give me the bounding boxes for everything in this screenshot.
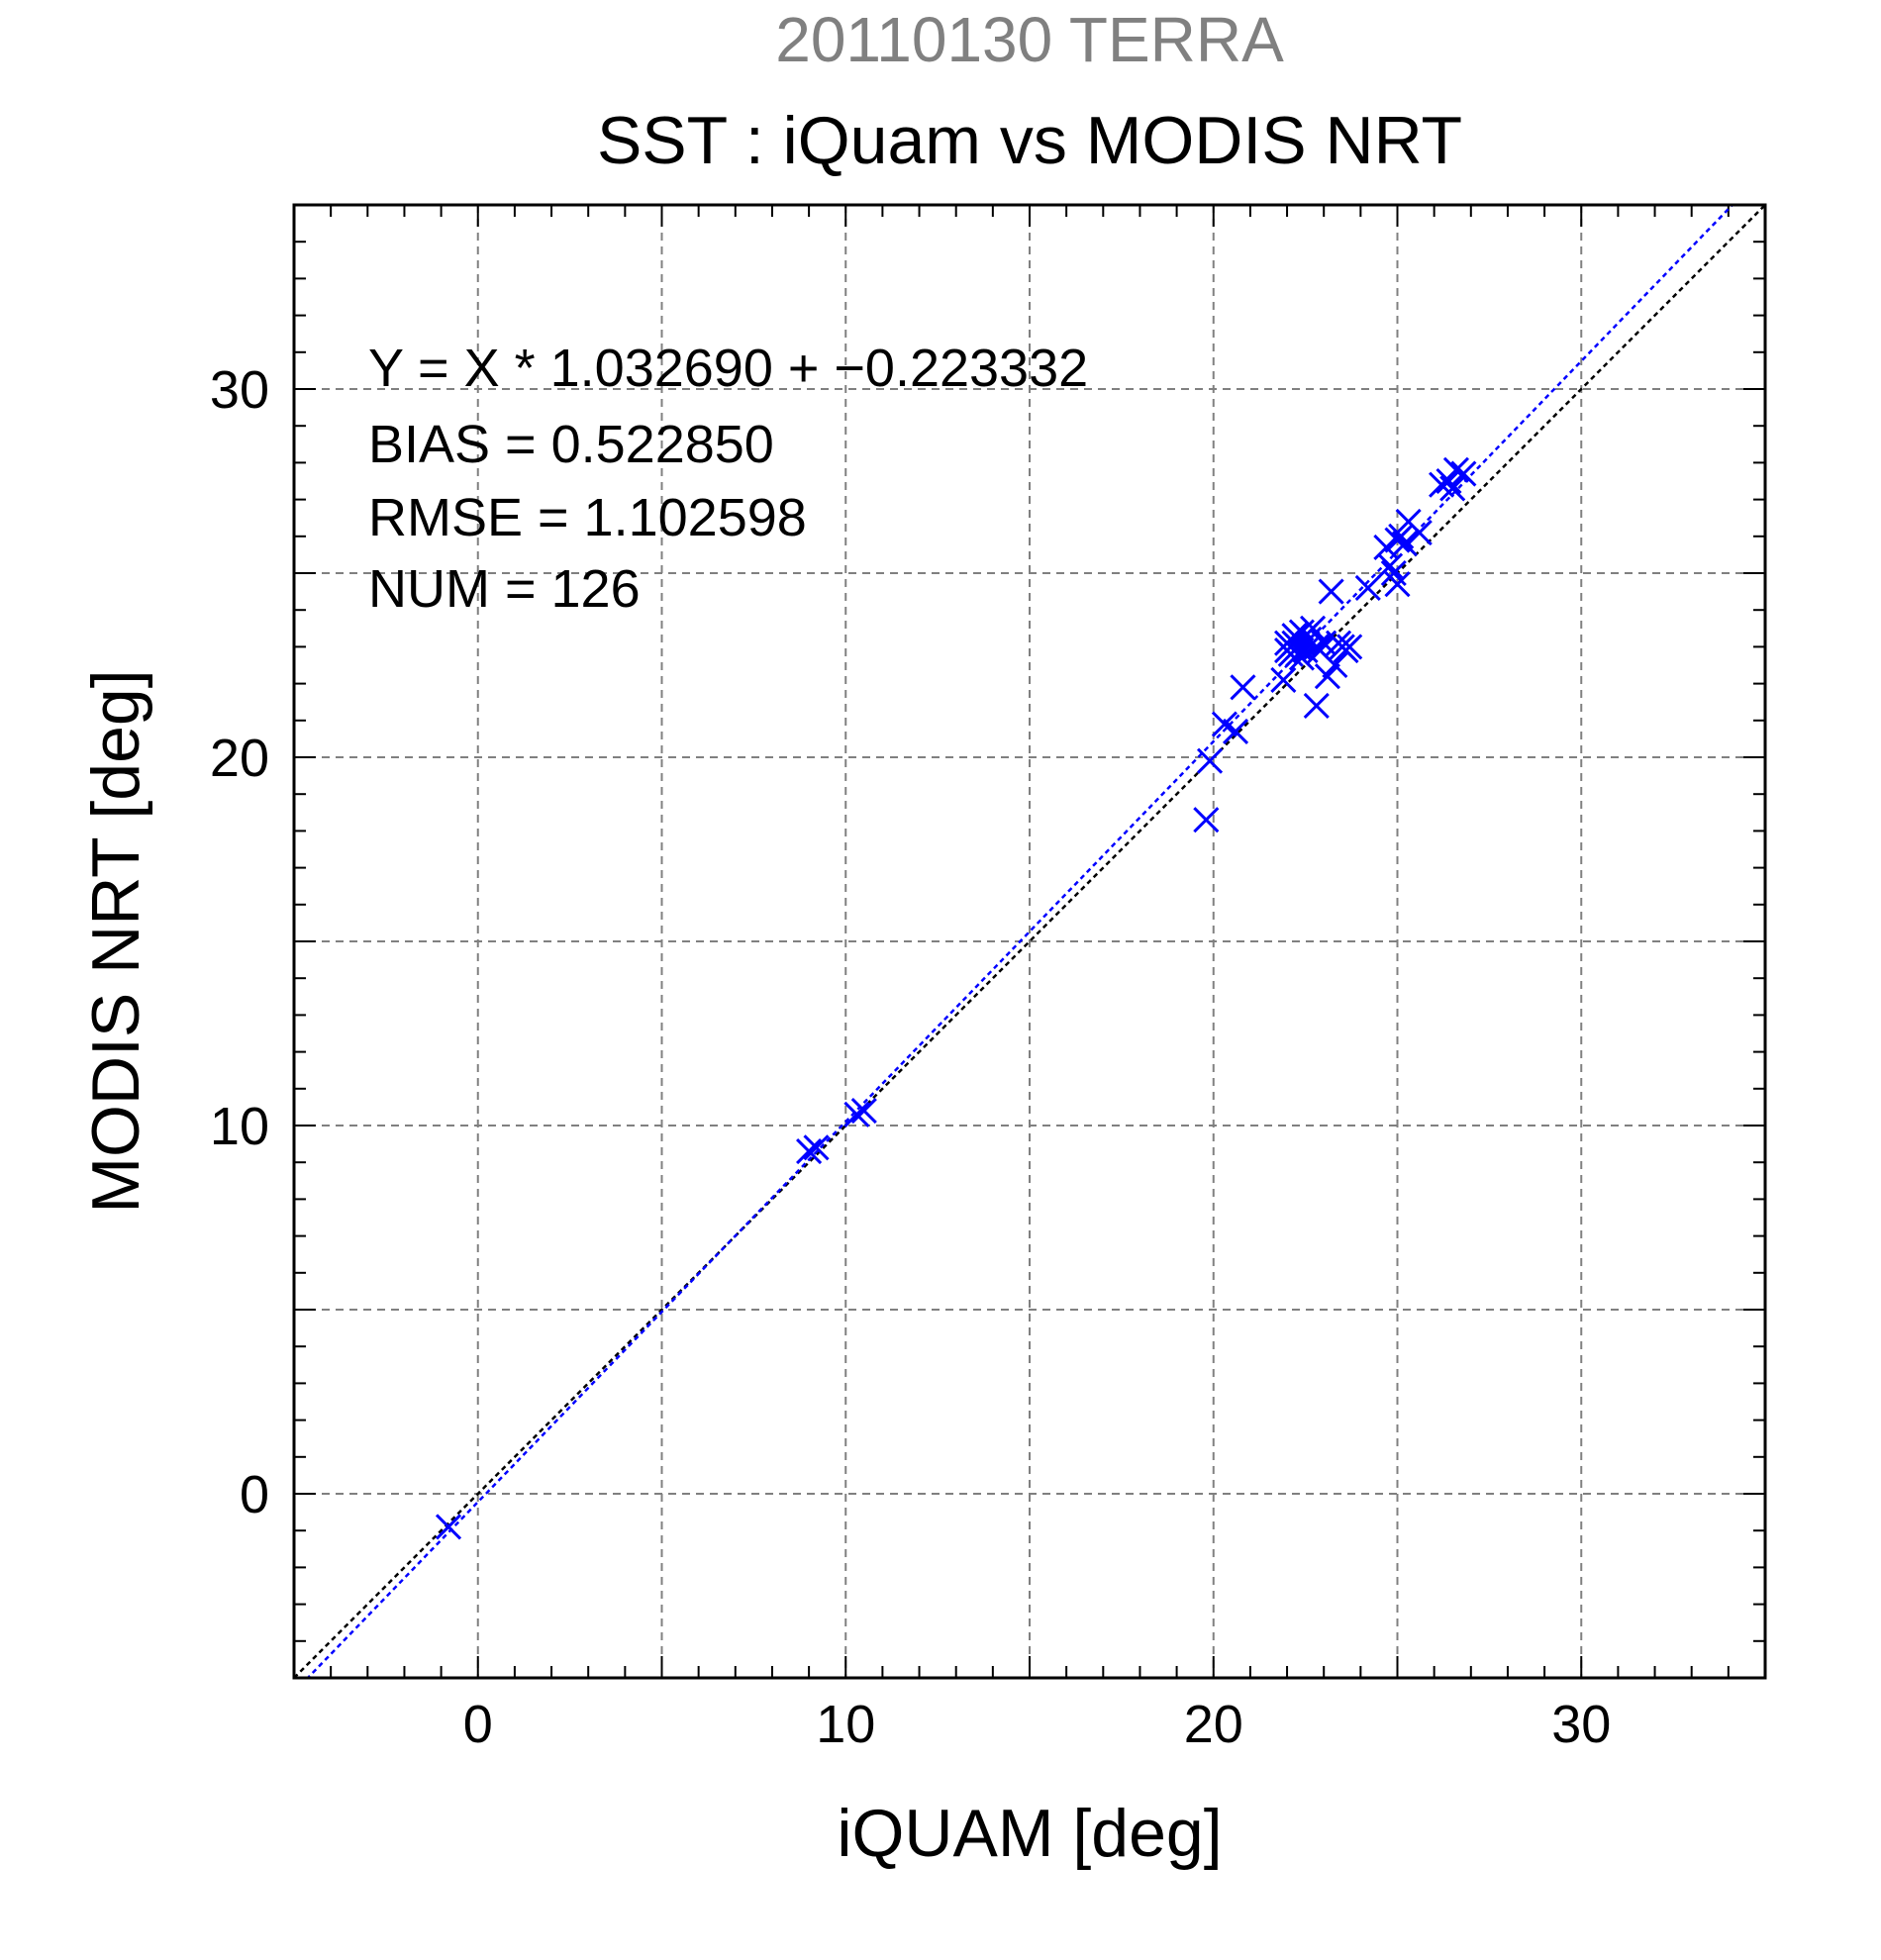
data-point [1196, 747, 1224, 774]
y-tick-label: 10 [210, 1097, 269, 1156]
data-point [1230, 674, 1256, 701]
data-point [1222, 718, 1249, 745]
points-layer [435, 456, 1477, 1540]
x-tick-label: 20 [1184, 1695, 1243, 1754]
data-point [1322, 651, 1348, 679]
x-tick-label: 0 [463, 1695, 493, 1754]
data-point [796, 1137, 823, 1165]
data-point [1384, 571, 1411, 598]
stats-line-num: NUM = 126 [368, 559, 641, 619]
data-point [1436, 467, 1462, 495]
data-point [1450, 460, 1477, 487]
plot-frame [292, 203, 1767, 1680]
data-point [850, 1098, 877, 1125]
chart-subtitle: SST : iQuam vs MODIS NRT [597, 103, 1462, 178]
y-tick-label: 0 [240, 1465, 269, 1524]
x-tick-label: 30 [1551, 1695, 1611, 1754]
data-point [1270, 666, 1297, 693]
data-point [1442, 456, 1470, 483]
data-point [1391, 531, 1418, 557]
y-tick-label: 30 [210, 360, 269, 420]
y-axis-label: MODIS NRT [deg] [78, 669, 153, 1213]
data-point [1288, 644, 1315, 671]
data-point [1211, 711, 1238, 737]
data-point [1193, 807, 1220, 833]
stats-line-bias: BIAS = 0.522850 [368, 415, 774, 474]
data-point [1273, 637, 1301, 664]
data-point [803, 1134, 830, 1161]
grid-layer [294, 205, 1765, 1678]
data-point [1318, 578, 1344, 605]
stats-box: Y = X * 1.032690 + −0.223332 BIAS = 0.52… [368, 339, 1088, 619]
x-axis-label: iQUAM [deg] [837, 1796, 1222, 1871]
data-point [1354, 574, 1381, 601]
data-point [1377, 552, 1404, 579]
data-point [435, 1514, 462, 1540]
tick-layer [294, 205, 1765, 1678]
stats-line-rmse: RMSE = 1.102598 [368, 488, 807, 547]
chart-title: 20110130 TERRA [775, 4, 1284, 75]
stats-line-fit: Y = X * 1.032690 + −0.223332 [368, 339, 1088, 398]
tick-label-layer: 0 10 20 30 0 10 20 30 [210, 360, 1611, 1754]
data-point [1336, 634, 1363, 660]
data-point [1314, 663, 1340, 690]
data-point [1406, 520, 1433, 546]
x-tick-label: 10 [816, 1695, 875, 1754]
data-point [843, 1101, 870, 1127]
y-tick-label: 20 [210, 729, 269, 788]
data-point [1303, 692, 1330, 719]
